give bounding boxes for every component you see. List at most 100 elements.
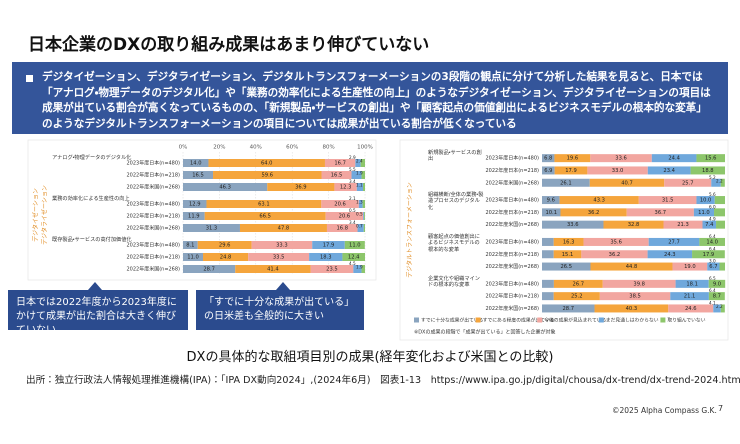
source: 出所：独立行政法人情報処理推進機構(IPA)：「IPA DX動向2024」,(2… [26, 375, 740, 386]
row-label: 2023年度日本(n=480) [126, 160, 180, 167]
bar-segment [648, 237, 700, 246]
bar-segment [197, 241, 252, 249]
value-label: 47.8 [278, 226, 290, 232]
bar-segment [626, 208, 694, 217]
value-label: 26.1 [560, 180, 572, 186]
legend-label: まだ見通しはわからない [606, 317, 659, 324]
bar-segment [267, 183, 335, 191]
bar-segment [599, 292, 671, 301]
bar-segment [362, 183, 365, 191]
bar-segment [587, 166, 648, 175]
value-label: 31.5 [662, 198, 674, 204]
value-label: 1.9 [356, 171, 363, 176]
bar-segment [720, 178, 725, 187]
bar-segment [554, 154, 591, 163]
bar-segment [647, 166, 691, 175]
value-label: 59.6 [261, 173, 273, 179]
value-label: 23.5 [326, 267, 338, 273]
value-label: 0.5 [356, 212, 363, 217]
row-label: 2023年度日本(n=480) [485, 280, 539, 287]
bar-segment [362, 200, 365, 208]
row-label: 2022年度米国(n=268) [126, 184, 180, 191]
value-label: 36.9 [295, 185, 307, 191]
x-tick-label: 60% [286, 145, 298, 151]
value-label: 24.8 [220, 255, 232, 261]
value-label: 6.0 [709, 204, 716, 209]
bar-segment [542, 279, 554, 288]
value-label: 14.0 [190, 161, 202, 167]
group-label: 業務の効率化による生産性の向上 [52, 196, 130, 202]
summary-text: デジタイゼーション、デジタライゼーション、デジタルトランスフォーメーションの3段… [42, 71, 711, 130]
value-label: 17.9 [703, 252, 715, 258]
bar-segment [693, 208, 715, 217]
bar-segment [353, 265, 362, 273]
bar-segment [206, 200, 322, 208]
row-label: 2022年度米国(n=268) [485, 179, 539, 186]
bar-segment [248, 253, 310, 261]
legend-swatch [475, 317, 481, 323]
value-label: 16.5 [331, 173, 343, 179]
value-label: 64.0 [261, 161, 273, 167]
value-label: 17.9 [323, 243, 335, 249]
bar-segment [583, 237, 649, 246]
group-label: 既存製品・サービスの高付加価値化 [52, 237, 132, 243]
bar-segment [553, 250, 582, 259]
value-label: 33.6 [567, 222, 579, 228]
value-label: 19.6 [567, 156, 579, 162]
value-label: 25.2 [571, 294, 583, 300]
value-label: 4.5 [349, 261, 356, 266]
bar-segment [553, 279, 603, 288]
bar-segment [690, 166, 725, 175]
bar-segment [312, 241, 345, 249]
value-label: 7.4 [705, 222, 714, 228]
value-label: 31.3 [206, 226, 218, 232]
value-label: 12.4 [348, 255, 360, 261]
bar-segment [363, 212, 365, 220]
value-label: 33.5 [273, 255, 285, 261]
bar-segment [235, 265, 311, 273]
value-label: 16.3 [563, 239, 575, 245]
value-label: 14.0 [706, 239, 718, 245]
group-label: 新規製品・サービスの創出 [428, 150, 482, 163]
bar-segment [696, 154, 725, 163]
bar-segment [708, 279, 726, 288]
bar-segment [590, 154, 652, 163]
value-label: 33.0 [612, 168, 624, 174]
bar-segment [581, 250, 648, 259]
value-label: 15.1 [562, 252, 574, 258]
caption: DXの具体的な取組項目別の成果(経年変化および米国との比較) [186, 350, 554, 365]
legend-label: すでにある程度の成果が出ている [483, 317, 555, 324]
legend-swatch [598, 317, 604, 323]
row-label: 2022年度日本(n=218) [126, 213, 180, 220]
value-label: 11.0 [349, 243, 361, 249]
slide-title: 日本企業のDXの取り組み成果はあまり伸びていない [28, 35, 430, 55]
x-tick-label: 80% [322, 145, 334, 151]
bar-segment [720, 304, 725, 313]
bar-segment [554, 166, 588, 175]
bar-segment [638, 196, 697, 205]
row-label: 2022年度日本(n=218) [126, 172, 180, 179]
side-label: デジタルトランスフォーメーション [406, 182, 414, 277]
bar-segment [560, 208, 627, 217]
value-label: 12.3 [340, 185, 352, 191]
value-label: 18.8 [702, 168, 714, 174]
bar-segment [719, 262, 725, 271]
value-label: 20.6 [334, 202, 346, 208]
side-label: デジタライゼーション [41, 185, 49, 245]
bar-segment [696, 196, 715, 205]
row-label: 2022年度米国(n=268) [126, 225, 180, 232]
value-label: 66.5 [259, 214, 271, 220]
value-label: 6.4 [709, 234, 716, 239]
legend-label: 取り組んでいない [667, 317, 705, 324]
bar-segment [668, 304, 714, 313]
value-label: 0.5 [349, 208, 356, 213]
x-tick-label: 40% [250, 145, 262, 151]
bar-segment [542, 304, 595, 313]
bar-segment [183, 159, 209, 167]
value-label: 24.3 [664, 252, 676, 258]
value-label: 2.1 [349, 196, 356, 201]
bar-segment [183, 171, 214, 179]
bar-segment [342, 253, 365, 261]
bar-segment [559, 196, 639, 205]
value-label: 29.6 [219, 243, 231, 249]
